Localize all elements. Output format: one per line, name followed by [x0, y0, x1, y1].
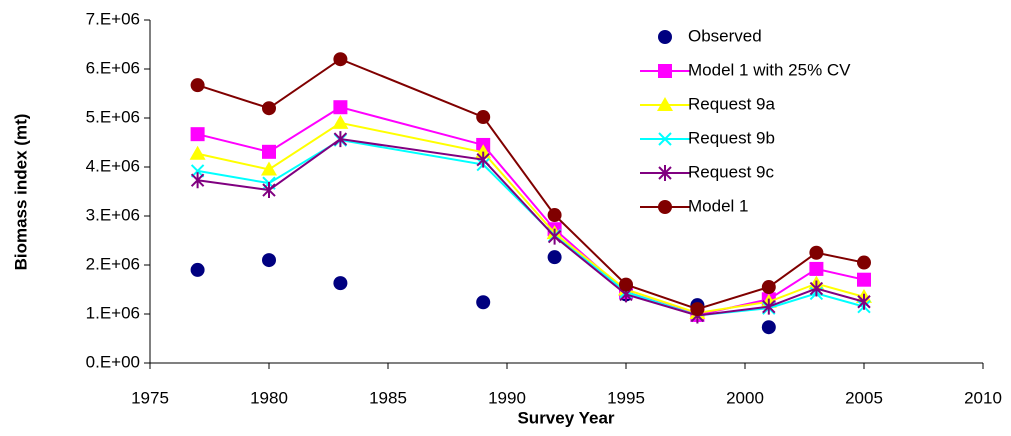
marker	[261, 161, 277, 176]
marker	[262, 144, 276, 159]
x-tick-label: 1990	[488, 388, 526, 407]
legend-label: Model 1 with 25% CV	[688, 60, 851, 79]
x-tick-label: 1975	[131, 388, 169, 407]
marker	[262, 101, 276, 116]
marker	[761, 320, 776, 335]
marker	[333, 52, 348, 67]
marker	[332, 114, 349, 129]
marker	[476, 151, 490, 168]
marker	[333, 131, 348, 148]
legend-marker	[658, 30, 672, 44]
marker	[189, 145, 206, 160]
y-tick-label: 6.E+06	[86, 58, 140, 77]
series-line	[197, 139, 865, 317]
y-tick-label: 2.E+06	[86, 254, 140, 273]
marker	[619, 277, 633, 292]
marker	[809, 280, 824, 297]
y-tick-label: 3.E+06	[86, 205, 140, 224]
y-tick-label: 0.E+00	[86, 352, 140, 371]
marker	[857, 255, 871, 270]
legend-label: Request 9a	[688, 94, 775, 113]
legend-marker	[657, 97, 673, 111]
x-tick-label: 1985	[369, 388, 407, 407]
series-line	[197, 58, 865, 311]
marker	[762, 298, 776, 315]
marker	[547, 208, 562, 223]
legend-label: Request 9c	[688, 162, 774, 181]
legend-label: Model 1	[688, 196, 748, 215]
legend-marker	[658, 200, 672, 214]
y-axis-title: Biomass index (mt)	[11, 114, 30, 271]
legend-marker	[658, 64, 672, 78]
marker	[761, 280, 776, 295]
marker	[262, 253, 276, 268]
marker	[690, 302, 705, 317]
marker	[809, 261, 824, 276]
marker	[190, 262, 205, 277]
y-tick-label: 1.E+06	[86, 303, 140, 322]
x-tick-label: 1980	[250, 388, 288, 407]
marker	[547, 250, 562, 265]
marker	[333, 276, 348, 291]
marker	[809, 245, 824, 260]
x-tick-label: 2010	[964, 388, 1002, 407]
y-tick-label: 4.E+06	[86, 156, 140, 175]
marker	[476, 110, 491, 125]
marker	[333, 100, 348, 115]
marker	[547, 228, 562, 245]
x-tick-label: 2005	[845, 388, 883, 407]
marker	[190, 172, 205, 189]
marker	[857, 293, 871, 310]
marker	[190, 78, 205, 93]
marker	[476, 295, 491, 310]
marker	[262, 182, 276, 199]
y-tick-label: 5.E+06	[86, 107, 140, 126]
marker	[857, 272, 871, 287]
legend-label: Observed	[688, 26, 762, 45]
legend-marker	[658, 165, 672, 181]
x-tick-label: 1995	[607, 388, 645, 407]
legend-label: Request 9b	[688, 128, 775, 147]
y-tick-label: 7.E+06	[86, 9, 140, 28]
x-axis-title: Survey Year	[517, 408, 614, 427]
series-line	[197, 121, 865, 315]
x-tick-label: 2000	[726, 388, 764, 407]
marker	[190, 127, 205, 142]
legend-marker	[658, 132, 672, 146]
series-line	[197, 138, 865, 317]
